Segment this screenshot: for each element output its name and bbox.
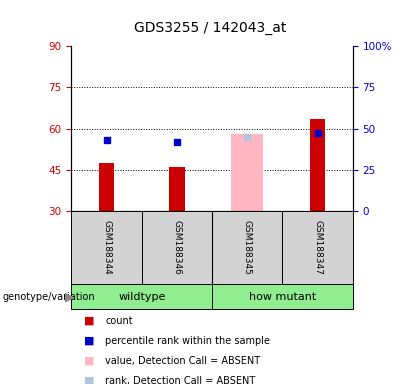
Text: ■: ■ (84, 336, 94, 346)
Bar (231, 134, 263, 211)
Text: ▶: ▶ (65, 290, 75, 303)
Bar (310, 119, 326, 211)
Text: GSM188346: GSM188346 (173, 220, 181, 275)
Text: ■: ■ (84, 376, 94, 384)
Text: GDS3255 / 142043_at: GDS3255 / 142043_at (134, 21, 286, 35)
Bar (142, 211, 212, 284)
Bar (71, 284, 212, 309)
Bar (282, 211, 353, 284)
Text: genotype/variation: genotype/variation (2, 291, 95, 302)
Text: GSM188344: GSM188344 (102, 220, 111, 275)
Text: count: count (105, 316, 133, 326)
Bar (212, 211, 282, 284)
Text: wildtype: wildtype (118, 291, 165, 302)
Text: ■: ■ (84, 356, 94, 366)
Bar (99, 163, 114, 211)
Text: GSM188347: GSM188347 (313, 220, 322, 275)
Text: how mutant: how mutant (249, 291, 316, 302)
Text: rank, Detection Call = ABSENT: rank, Detection Call = ABSENT (105, 376, 255, 384)
Text: ■: ■ (84, 316, 94, 326)
Bar (169, 167, 185, 211)
Text: value, Detection Call = ABSENT: value, Detection Call = ABSENT (105, 356, 260, 366)
Text: percentile rank within the sample: percentile rank within the sample (105, 336, 270, 346)
Bar (71, 211, 142, 284)
Text: GSM188345: GSM188345 (243, 220, 252, 275)
Bar (212, 284, 353, 309)
